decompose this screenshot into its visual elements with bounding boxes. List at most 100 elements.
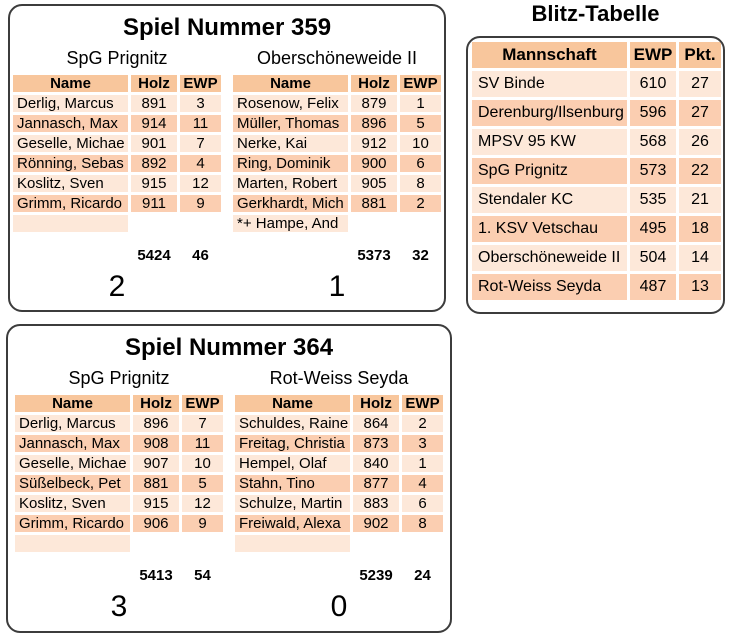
player-holz: 901 — [131, 135, 177, 152]
standings-ewp: 504 — [630, 245, 676, 271]
substitute-name — [13, 215, 128, 232]
column-header-ewp: EWP — [182, 395, 223, 412]
player-name: Schuldes, Raine — [235, 415, 350, 432]
player-holz: 883 — [353, 495, 399, 512]
column-header-name: Name — [15, 395, 130, 412]
team-result-table: Name Holz EWP Schuldes, Raine 864 2 — [232, 392, 446, 587]
player-holz: 914 — [131, 115, 177, 132]
column-header-mannschaft: Mannschaft — [472, 42, 627, 68]
substitute-name: *+ Hampe, And — [233, 215, 348, 232]
column-header-name: Name — [235, 395, 350, 412]
player-row: Grimm, Ricardo 911 9 — [13, 195, 221, 212]
player-name: Ring, Dominik — [233, 155, 348, 172]
empty-cell — [180, 215, 221, 232]
player-name: Gerkhardt, Mich — [233, 195, 348, 212]
player-name: Schulze, Martin — [235, 495, 350, 512]
total-holz: 5373 — [357, 247, 391, 264]
standings-team: Oberschöneweide II — [472, 245, 627, 271]
substitute-name — [15, 535, 130, 552]
player-holz: 840 — [353, 455, 399, 472]
standings-team: 1. KSV Vetschau — [472, 216, 627, 242]
team-match-points: 3 — [110, 590, 128, 623]
total-holz: 5239 — [359, 567, 393, 584]
player-name: Hempel, Olaf — [235, 455, 350, 472]
team-name: Oberschöneweide II — [256, 48, 418, 68]
player-ewp: 6 — [400, 155, 441, 172]
player-holz: 881 — [351, 195, 397, 212]
result-header-row: Name Holz EWP — [15, 395, 223, 412]
column-header-ewp: EWP — [400, 75, 441, 92]
player-holz: 896 — [351, 115, 397, 132]
player-holz: 908 — [133, 435, 179, 452]
column-header-ewp: EWP — [180, 75, 221, 92]
player-name: Geselle, Michae — [15, 455, 130, 472]
player-row: Jannasch, Max 908 11 — [15, 435, 223, 452]
player-ewp: 12 — [180, 175, 221, 192]
player-holz: 864 — [353, 415, 399, 432]
player-row: Hempel, Olaf 840 1 — [235, 455, 443, 472]
totals-row: 5373 32 — [233, 235, 441, 264]
totals-row: 5424 46 — [13, 235, 221, 264]
player-ewp: 9 — [180, 195, 221, 212]
player-ewp: 9 — [182, 515, 223, 532]
player-holz: 881 — [133, 475, 179, 492]
standings-row: SpG Prignitz 573 22 — [472, 158, 721, 184]
result-header-row: Name Holz EWP — [233, 75, 441, 92]
player-ewp: 2 — [400, 195, 441, 212]
team-match-points: 0 — [330, 590, 348, 623]
player-name: Süßelbeck, Pet — [15, 475, 130, 492]
standings-team: SpG Prignitz — [472, 158, 627, 184]
player-ewp: 1 — [400, 95, 441, 112]
player-name: Koslitz, Sven — [15, 495, 130, 512]
standings-pkt: 21 — [679, 187, 721, 213]
player-name: Koslitz, Sven — [13, 175, 128, 192]
player-holz: 915 — [131, 175, 177, 192]
standings-row: Derenburg/Ilsenburg 596 27 — [472, 100, 721, 126]
standings-team: MPSV 95 KW — [472, 129, 627, 155]
player-holz: 891 — [131, 95, 177, 112]
total-ewp: 24 — [414, 567, 431, 584]
empty-cell — [235, 555, 350, 584]
player-holz: 911 — [131, 195, 177, 212]
standings-row: SV Binde 610 27 — [472, 71, 721, 97]
empty-cell — [233, 235, 348, 264]
player-ewp: 3 — [180, 95, 221, 112]
player-ewp: 7 — [180, 135, 221, 152]
team-name: Rot-Weiss Seyda — [269, 368, 409, 388]
empty-cell — [131, 215, 177, 232]
player-row: Freiwald, Alexa 902 8 — [235, 515, 443, 532]
standings-ewp: 495 — [630, 216, 676, 242]
totals-row: 5239 24 — [235, 555, 443, 584]
substitute-row: *+ Hampe, And — [233, 215, 441, 232]
player-holz: 905 — [351, 175, 397, 192]
player-row: Koslitz, Sven 915 12 — [13, 175, 221, 192]
player-name: Nerke, Kai — [233, 135, 348, 152]
player-row: Schuldes, Raine 864 2 — [235, 415, 443, 432]
player-ewp: 10 — [182, 455, 223, 472]
player-holz: 877 — [353, 475, 399, 492]
standings-ewp: 573 — [630, 158, 676, 184]
standings-pkt: 27 — [679, 71, 721, 97]
player-row: Gerkhardt, Mich 881 2 — [233, 195, 441, 212]
standings-row: MPSV 95 KW 568 26 — [472, 129, 721, 155]
player-row: Müller, Thomas 896 5 — [233, 115, 441, 132]
player-name: Stahn, Tino — [235, 475, 350, 492]
player-ewp: 3 — [402, 435, 443, 452]
empty-cell — [400, 215, 441, 232]
player-holz: 873 — [353, 435, 399, 452]
column-header-pkt: Pkt. — [679, 42, 721, 68]
column-header-holz: Holz — [131, 75, 177, 92]
player-name: Geselle, Michae — [13, 135, 128, 152]
player-holz: 907 — [133, 455, 179, 472]
player-name: Derlig, Marcus — [13, 95, 128, 112]
substitute-row — [235, 535, 443, 552]
match-panel-359: Spiel Nummer 359 SpG Prignitz Name Holz … — [8, 4, 446, 312]
player-name: Derlig, Marcus — [15, 415, 130, 432]
standings-pkt: 14 — [679, 245, 721, 271]
match-title: Spiel Nummer 359 — [122, 14, 332, 41]
team-match-points: 2 — [108, 270, 126, 303]
player-name: Rönning, Sebas — [13, 155, 128, 172]
player-row: Stahn, Tino 877 4 — [235, 475, 443, 492]
player-name: Grimm, Ricardo — [13, 195, 128, 212]
standings-row: Oberschöneweide II 504 14 — [472, 245, 721, 271]
